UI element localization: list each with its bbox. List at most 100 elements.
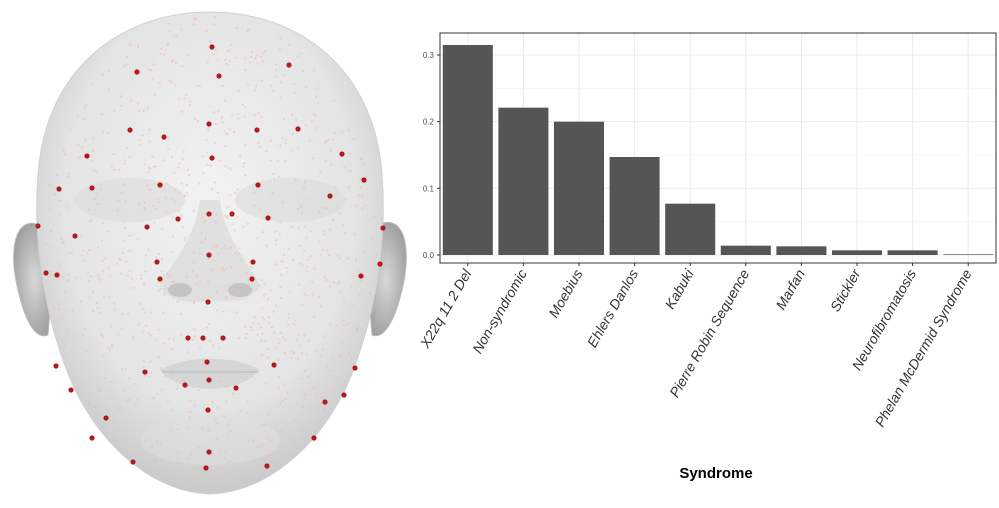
mesh-point — [343, 166, 346, 169]
mesh-point — [312, 157, 315, 160]
mesh-point — [44, 243, 47, 246]
mesh-point — [125, 63, 128, 66]
mesh-point — [287, 317, 290, 320]
mesh-point — [101, 130, 104, 133]
mesh-point — [323, 276, 327, 279]
mesh-point — [254, 89, 257, 92]
mesh-point — [279, 331, 282, 334]
mesh-point — [128, 398, 131, 401]
mesh-point — [301, 303, 304, 306]
mesh-point — [216, 309, 219, 312]
mesh-point — [290, 350, 293, 353]
mesh-point — [219, 159, 222, 162]
mesh-point — [119, 258, 122, 261]
mesh-point — [138, 322, 141, 325]
mesh-point — [124, 441, 127, 445]
mesh-point — [107, 70, 111, 73]
mesh-point — [237, 117, 240, 120]
landmark-point — [249, 276, 255, 282]
mesh-point — [213, 15, 216, 18]
landmark-point — [264, 463, 270, 469]
mesh-point — [264, 339, 267, 342]
mesh-point — [92, 405, 95, 408]
mesh-point — [264, 382, 267, 385]
mesh-point — [244, 57, 247, 60]
mesh-point — [68, 127, 71, 130]
mesh-point — [252, 440, 255, 443]
mesh-point — [149, 188, 152, 191]
mesh-point — [334, 185, 337, 189]
mesh-point — [205, 29, 208, 33]
mesh-point — [152, 397, 155, 400]
y-axis-ticks: 0.0 0.1 0.2 0.3 — [423, 51, 440, 260]
mesh-point — [344, 198, 347, 201]
mesh-point — [269, 159, 272, 162]
mesh-point — [85, 349, 88, 352]
mesh-point — [206, 151, 209, 154]
mesh-point — [309, 230, 312, 233]
mesh-point — [238, 247, 241, 250]
mesh-point — [323, 335, 326, 338]
mesh-point — [102, 354, 105, 357]
mesh-point — [266, 299, 269, 302]
mesh-point — [275, 425, 278, 428]
mesh-point — [217, 110, 220, 113]
mesh-point — [305, 236, 308, 239]
mesh-point — [163, 53, 166, 56]
mesh-point — [84, 139, 87, 142]
mesh-point — [143, 201, 146, 204]
landmark-point — [209, 44, 215, 50]
mesh-point — [260, 56, 263, 59]
mesh-point — [201, 362, 204, 365]
mesh-point — [160, 366, 163, 369]
mesh-point — [246, 83, 250, 86]
mesh-point — [202, 298, 205, 301]
mesh-point — [174, 83, 177, 86]
mesh-point — [357, 270, 360, 273]
mesh-point — [49, 230, 52, 233]
mesh-point — [228, 59, 231, 63]
landmark-point — [43, 270, 49, 276]
mesh-point — [172, 297, 175, 300]
mesh-point — [262, 294, 266, 298]
mesh-point — [224, 58, 227, 61]
mesh-point — [83, 381, 86, 384]
mesh-point — [281, 137, 284, 140]
mesh-point — [269, 439, 272, 442]
mesh-point — [123, 226, 126, 229]
mesh-point — [148, 457, 151, 461]
mesh-point — [224, 145, 227, 148]
mesh-point — [228, 49, 231, 52]
mesh-point — [172, 338, 175, 341]
mesh-point — [268, 321, 271, 324]
mesh-point — [180, 182, 183, 185]
mesh-point — [163, 293, 166, 296]
mesh-point — [322, 408, 325, 411]
mesh-point — [272, 310, 275, 313]
mesh-point — [328, 323, 332, 326]
mesh-point — [148, 332, 151, 335]
mesh-point — [265, 150, 268, 153]
mesh-point — [246, 400, 249, 403]
mesh-point — [246, 411, 249, 414]
mesh-point — [239, 409, 242, 412]
mesh-point — [308, 198, 311, 201]
mesh-point — [349, 169, 352, 173]
mesh-point — [97, 274, 100, 277]
mesh-point — [303, 225, 306, 228]
mesh-point — [220, 375, 223, 378]
mesh-point — [279, 37, 282, 40]
mesh-point — [279, 220, 282, 223]
mesh-point — [315, 126, 318, 129]
mesh-point — [197, 388, 200, 392]
mesh-point — [230, 43, 233, 47]
mesh-point — [294, 178, 297, 181]
mesh-point — [136, 398, 139, 401]
mesh-point — [129, 43, 132, 46]
mesh-point — [165, 211, 168, 214]
mesh-point — [315, 350, 318, 353]
mesh-point — [237, 252, 240, 255]
mesh-point — [181, 157, 184, 160]
mesh-point — [113, 168, 116, 171]
mesh-point — [136, 237, 139, 240]
